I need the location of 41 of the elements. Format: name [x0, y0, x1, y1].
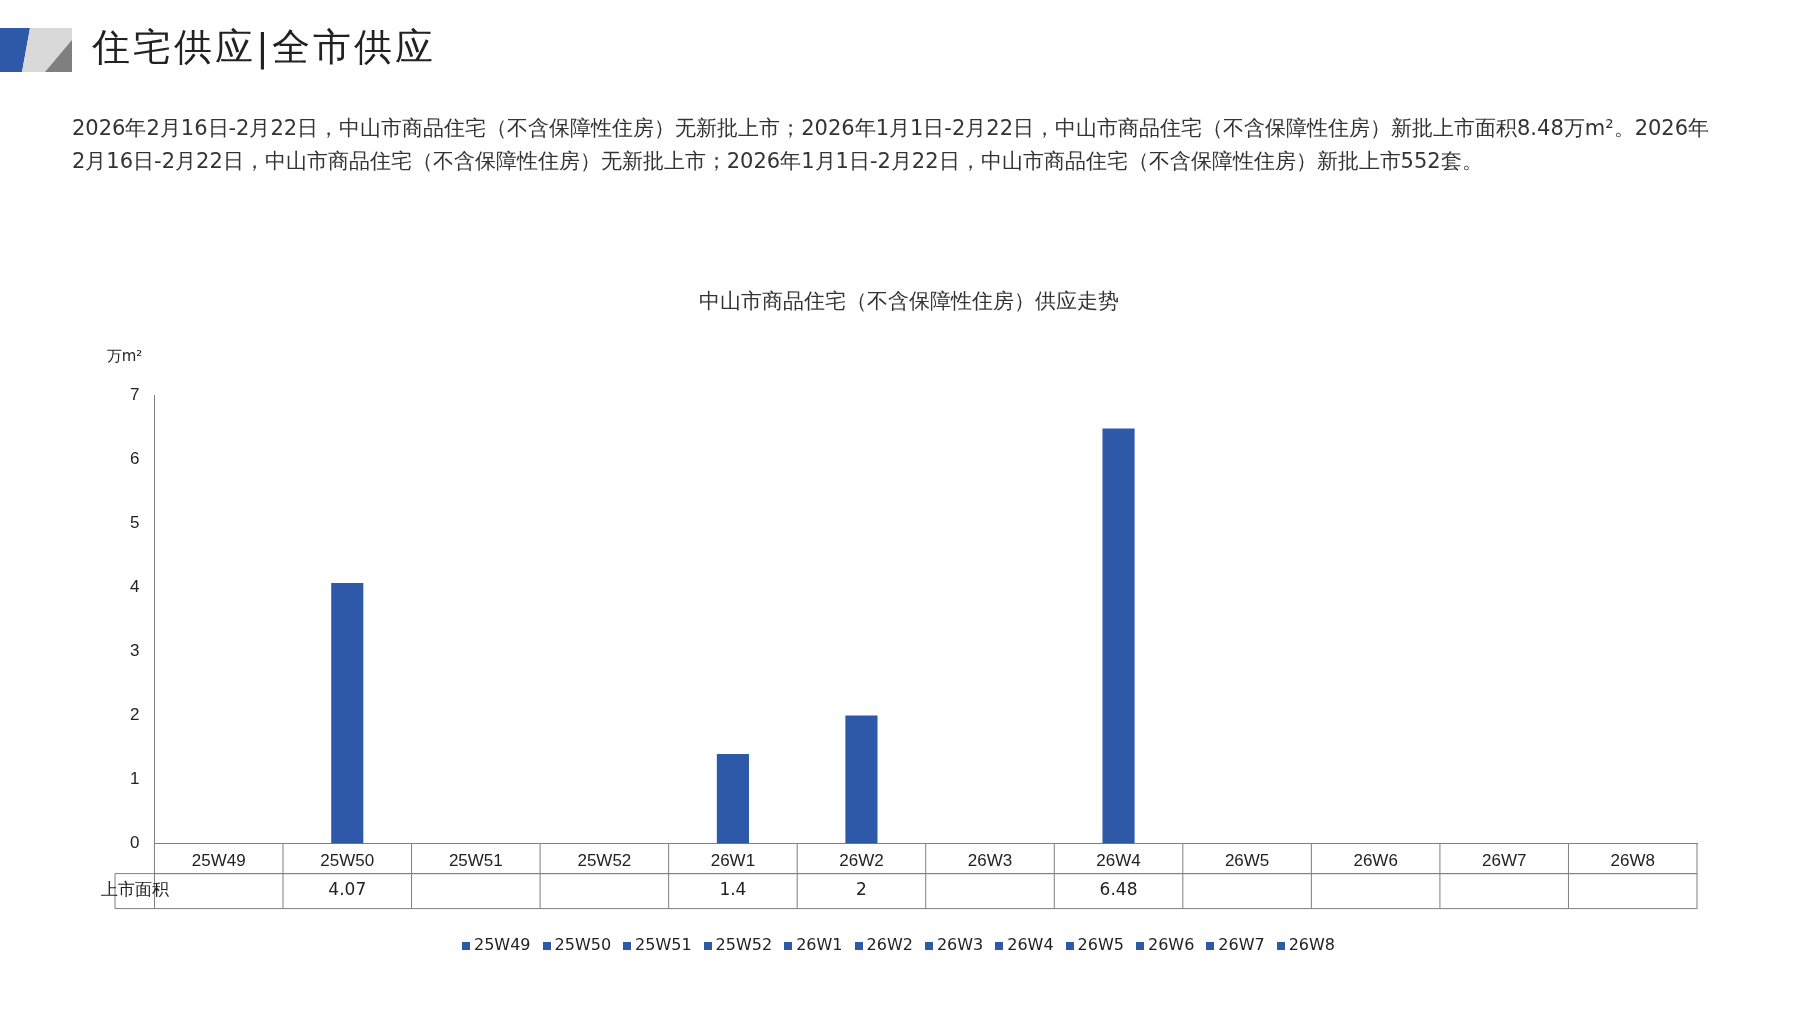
x-tick-label: 25W50: [320, 851, 375, 871]
x-tick-label: 26W4: [1096, 851, 1141, 871]
category-label: 26W7: [1218, 935, 1265, 954]
y-tick-label: 3: [129, 641, 140, 661]
category-label: 25W49: [473, 935, 531, 954]
x-tick-label: 26W2: [839, 851, 884, 871]
y-tick-label: 1: [129, 769, 140, 789]
category-label: 25W50: [554, 935, 612, 954]
category-label: 26W4: [1007, 935, 1054, 954]
category-label: 25W52: [715, 935, 773, 954]
x-tick-label: 25W52: [577, 851, 632, 871]
category-label: 26W6: [1147, 935, 1195, 954]
y-tick-label: 5: [129, 513, 140, 532]
x-tick-label: 25W49: [191, 851, 246, 871]
y-tick-label: 7: [129, 384, 140, 404]
category-label: 26W8: [1288, 935, 1336, 954]
category-label: 26W3: [936, 935, 984, 954]
text: 2026年2月16日-2月22日，中山市商品住宅（不含保障性住房）无新批上市；2026年1月1日-2月22日，中山市商品住宅（不含保障性住房）新批上市面积8.48万m²。2026年2月16日-2月22日，中山市商品住宅（不含保障性住房）无新批上市；2026年1月1日-2月22日，中山市商品住宅（不含保障性住房）新批上市552套。: [72, 115, 1711, 175]
data-label: 1.4: [719, 879, 747, 900]
y-tick-label: 4: [129, 577, 140, 597]
data-label: 6.48: [1099, 879, 1138, 900]
y-axis-title: 万m²: [106, 347, 143, 366]
x-tick-label: 26W6: [1353, 851, 1398, 871]
text: 住宅供应|全市供应: [92, 24, 436, 72]
category-label: 26W2: [866, 935, 913, 954]
y-tick-label: 2: [129, 705, 140, 725]
category-label: 26W1: [796, 935, 843, 954]
data-label: 4.07: [328, 879, 367, 900]
data-label: 2: [856, 879, 867, 900]
category-label: 26W5: [1077, 935, 1124, 954]
x-tick-label: 26W5: [1224, 851, 1270, 871]
x-tick-label: 26W8: [1610, 851, 1655, 871]
chart-title: 中山市商品住宅（不含保障性住房）供应走势: [698, 289, 1119, 314]
category-label: 25W51: [635, 935, 692, 954]
x-tick-label: 25W51: [448, 851, 503, 871]
x-tick-label: 26W7: [1481, 851, 1527, 871]
x-tick-label: 26W1: [710, 851, 756, 871]
y-tick-label: 6: [129, 448, 140, 468]
y-tick-label: 0: [129, 833, 140, 853]
text: 上市面积: [100, 879, 169, 900]
x-tick-label: 26W3: [967, 851, 1013, 871]
